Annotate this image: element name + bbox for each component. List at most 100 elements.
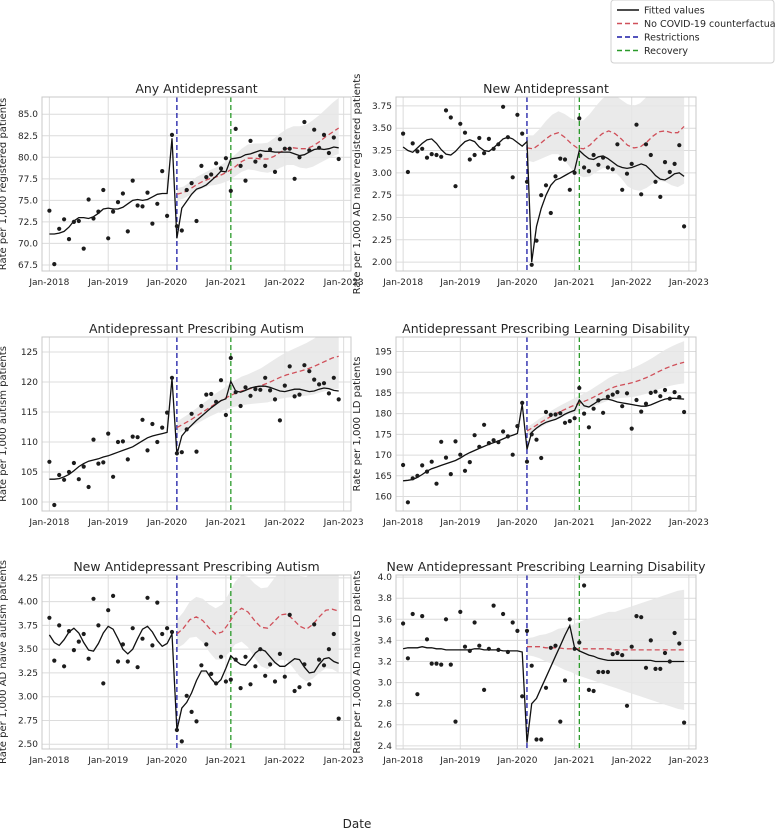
data-point xyxy=(263,375,268,380)
data-point xyxy=(248,682,253,687)
data-point xyxy=(548,210,553,216)
data-point xyxy=(462,130,468,135)
x-tick-label: Jan-2018 xyxy=(382,756,423,766)
data-point xyxy=(214,399,219,404)
data-point xyxy=(562,157,568,162)
data-point xyxy=(467,157,472,162)
y-tick-label: 2.25 xyxy=(372,236,392,246)
x-tick-label: Jan-2019 xyxy=(87,278,128,288)
data-point xyxy=(326,647,331,652)
x-tick-label: Jan-2020 xyxy=(496,278,537,288)
data-point xyxy=(501,611,506,617)
data-point xyxy=(524,179,530,184)
data-point xyxy=(218,654,224,659)
data-point xyxy=(209,391,214,397)
data-point xyxy=(467,460,472,465)
data-point xyxy=(312,127,317,132)
chart-panel-5: Jan-2018 Jan-2019 Jan-2020 Jan-2021 Jan-2022… xyxy=(0,559,364,766)
data-point xyxy=(605,669,611,675)
data-point xyxy=(639,192,644,197)
data-point xyxy=(174,451,179,456)
data-point xyxy=(486,441,491,446)
y-tick-label: 2.50 xyxy=(18,740,38,750)
data-point xyxy=(258,387,263,392)
data-point xyxy=(218,378,224,383)
fitted-line xyxy=(49,378,339,480)
data-point xyxy=(510,452,515,457)
data-point xyxy=(420,463,425,468)
y-tick-label: 125 xyxy=(21,348,38,358)
data-point xyxy=(558,411,563,416)
data-point xyxy=(639,615,644,620)
data-point xyxy=(86,484,91,490)
data-point xyxy=(601,669,606,675)
chart-title: New Antidepressant Prescribing Learning … xyxy=(387,559,707,574)
data-point xyxy=(125,659,130,664)
data-point xyxy=(101,460,106,465)
data-point xyxy=(420,614,425,619)
data-point xyxy=(486,646,491,651)
data-point xyxy=(667,659,672,664)
data-point xyxy=(462,644,468,649)
data-point xyxy=(165,410,170,415)
data-point xyxy=(443,617,449,622)
y-tick-label: 165 xyxy=(375,472,392,482)
data-point xyxy=(520,131,525,136)
data-point xyxy=(199,663,204,668)
data-point xyxy=(577,385,582,391)
y-tick-label: 195 xyxy=(375,348,392,358)
plot-frame xyxy=(395,574,697,750)
data-point xyxy=(233,390,238,395)
data-point xyxy=(184,693,189,698)
data-point xyxy=(184,187,189,193)
x-tick-label: Jan-2022 xyxy=(611,518,652,528)
data-point xyxy=(125,229,130,234)
data-point xyxy=(52,262,57,267)
x-tick-label: Jan-2018 xyxy=(382,518,423,528)
data-point xyxy=(672,161,677,166)
y-tick-label: 82.5 xyxy=(18,132,38,142)
data-point xyxy=(66,469,72,475)
data-point xyxy=(401,621,406,626)
chart-panel-2: Jan-2018 Jan-2019 Jan-2020 Jan-2021 Jan-2022… xyxy=(352,74,709,295)
fitted-line xyxy=(402,136,685,263)
y-axis-label: Rate per 1,000 AD naive LD patients xyxy=(352,570,363,753)
data-point xyxy=(297,392,302,397)
data-point xyxy=(539,193,544,198)
data-point xyxy=(96,461,101,466)
data-point xyxy=(534,737,539,742)
data-point xyxy=(658,394,663,399)
x-tick-label: Jan-2020 xyxy=(496,756,537,766)
data-point xyxy=(553,412,558,417)
data-point xyxy=(204,175,209,180)
x-tick-label: Jan-2019 xyxy=(87,518,128,528)
data-point xyxy=(410,141,415,146)
data-point xyxy=(682,409,687,415)
y-tick-label: 75.0 xyxy=(18,196,38,206)
data-point xyxy=(682,224,687,229)
data-point xyxy=(253,387,258,392)
data-point xyxy=(268,147,273,152)
data-point xyxy=(120,439,125,444)
x-tick-label: Jan-2023 xyxy=(668,278,709,288)
data-point xyxy=(439,439,444,444)
data-point xyxy=(515,424,520,429)
counterfactual-band xyxy=(527,589,685,710)
y-tick-label: 2.6 xyxy=(378,721,393,731)
data-point xyxy=(458,121,463,126)
data-point xyxy=(336,716,341,721)
data-point xyxy=(81,631,86,637)
data-point xyxy=(145,595,150,600)
counterfactual-line xyxy=(176,607,339,635)
data-point xyxy=(331,631,336,637)
data-point xyxy=(572,170,577,175)
data-point xyxy=(558,719,563,724)
data-point xyxy=(277,137,282,142)
data-point xyxy=(307,369,312,374)
data-point xyxy=(658,194,663,199)
data-point xyxy=(586,169,592,174)
fitted-line xyxy=(403,397,685,482)
data-point xyxy=(453,719,458,724)
data-point xyxy=(496,142,501,147)
data-point xyxy=(653,389,658,394)
